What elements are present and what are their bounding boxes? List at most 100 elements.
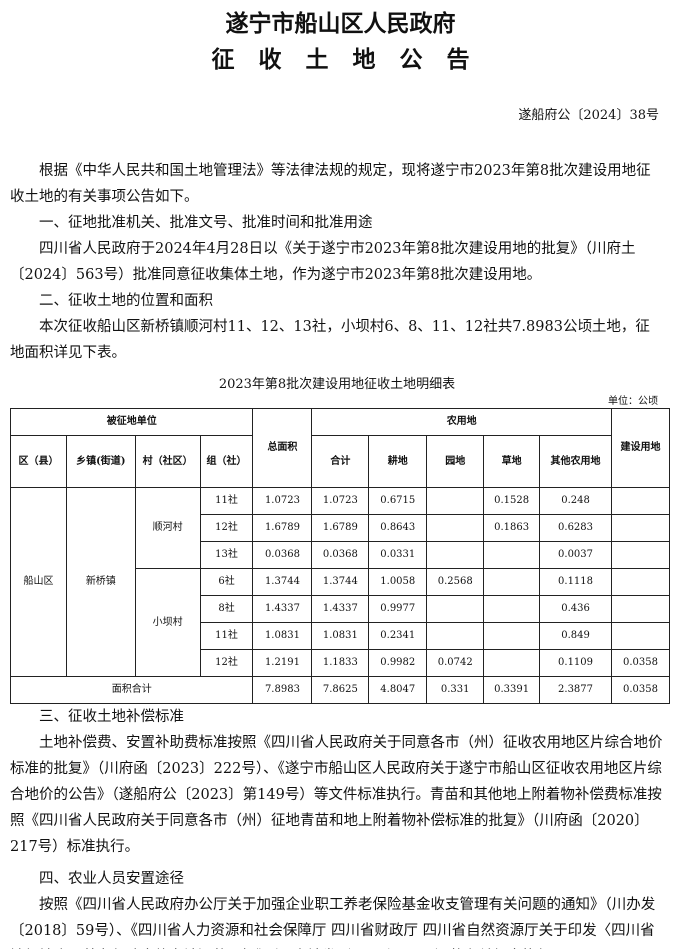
village-cell: 小坝村 <box>134 568 201 677</box>
garden-cell <box>426 514 485 542</box>
total-cell: 1.3744 <box>252 568 313 596</box>
header-unit: 被征地单位 <box>9 408 254 436</box>
garden-cell: 0.2568 <box>426 568 485 596</box>
arable-cell: 1.0058 <box>368 568 428 596</box>
header-total: 总面积 <box>252 408 313 488</box>
totals-sum: 7.8625 <box>311 676 370 704</box>
district-cell: 船山区 <box>10 487 67 677</box>
totals-arable: 4.8047 <box>368 676 428 704</box>
table-row: 8社 1.4337 1.4337 0.9977 0.436 <box>11 595 671 623</box>
sum-cell: 1.1833 <box>311 649 370 677</box>
table-caption: 2023年第8批次建设用地征收土地明细表 <box>218 377 456 392</box>
header-farmland: 农用地 <box>311 408 612 436</box>
group-cell: 11社 <box>199 622 254 650</box>
grass-cell: 0.1528 <box>483 487 541 515</box>
totals-total: 7.8983 <box>252 676 313 704</box>
garden-cell <box>426 595 485 623</box>
section-3-text: 土地补偿费、安置补助费标准按照《四川省人民政府关于同意各市（州）征收农用地区片综… <box>10 735 663 855</box>
sum-cell: 1.6789 <box>311 514 370 542</box>
header-town: 乡镇(街道) <box>65 435 136 488</box>
build-cell <box>610 622 671 650</box>
total-cell: 0.0368 <box>252 541 313 569</box>
grass-cell <box>483 568 541 596</box>
arable-cell: 0.9977 <box>368 595 428 623</box>
garden-cell <box>426 622 485 650</box>
sum-cell: 0.0368 <box>311 541 370 569</box>
other-cell: 0.849 <box>539 622 612 650</box>
table-row: 船山区 新桥镇 顺河村 11社 1.0723 1.0723 0.6715 0.1528 0.24… <box>10 487 671 677</box>
garden-cell: 0.0742 <box>426 649 485 677</box>
other-cell: 0.248 <box>539 487 612 515</box>
table-row: 小坝村 6社 1.3744 1.3744 1.0058 0.2568 0.1118 <box>11 568 671 677</box>
document-title: 征收土地公告 <box>211 46 494 73</box>
arable-cell: 0.9982 <box>368 649 428 677</box>
arable-cell: 0.8643 <box>368 514 428 542</box>
issuing-org: 遂宁市船山区人民政府 <box>225 10 456 37</box>
section-3-heading: 三、征收土地补偿标准 <box>39 709 184 725</box>
grass-cell <box>483 649 541 677</box>
arable-cell: 0.0331 <box>368 541 428 569</box>
grass-cell <box>483 541 541 569</box>
sum-cell: 1.0831 <box>311 622 370 650</box>
other-cell: 0.436 <box>539 595 612 623</box>
build-cell <box>610 568 671 596</box>
header-arable: 耕地 <box>368 435 428 488</box>
other-cell: 0.6283 <box>539 514 612 542</box>
garden-cell <box>426 541 485 569</box>
group-cell: 12社 <box>199 649 254 677</box>
village-cell: 顺河村 <box>134 487 201 569</box>
document-number: 遂船府公〔2024〕38号 <box>518 108 659 123</box>
group-cell: 6社 <box>199 568 254 596</box>
garden-cell <box>426 487 485 515</box>
sum-cell: 1.4337 <box>311 595 370 623</box>
document-body: 根据《中华人民共和国土地管理法》等法律法规的规定，现将遂宁市2023年第8批次建… <box>9 158 671 949</box>
table-row: 12社 1.2191 1.1833 0.9982 0.0742 0.1109 0.0358 <box>11 649 671 677</box>
grass-cell <box>483 622 541 650</box>
section-4-text: 按照《四川省人民政府办公厅关于加强企业职工养老保险基金收支管理有关问题的通知》（… <box>10 897 656 939</box>
other-cell: 0.0037 <box>539 541 612 569</box>
table-unit: 单位：公顷 <box>608 396 658 407</box>
section-2-heading: 二、征收土地的位置和面积 <box>39 293 213 309</box>
header-village: 村（社区） <box>134 435 201 488</box>
group-cell: 13社 <box>199 541 254 569</box>
total-cell: 1.0723 <box>252 487 313 515</box>
total-cell: 1.6789 <box>252 514 313 542</box>
sum-cell: 1.3744 <box>311 568 370 596</box>
total-cell: 1.4337 <box>252 595 313 623</box>
header-other: 其他农用地 <box>539 435 612 488</box>
land-acquisition-table: 被征地单位 总面积 农用地 建设用地 区（县） 乡镇(街道) 村（社区） 组（社… <box>9 408 671 704</box>
header-district: 区（县） <box>10 435 67 488</box>
totals-other: 2.3877 <box>539 676 612 704</box>
build-cell: 0.0358 <box>610 649 671 677</box>
total-cell: 1.0831 <box>252 622 313 650</box>
build-cell <box>610 541 671 569</box>
build-cell <box>610 514 671 542</box>
group-cell: 11社 <box>199 487 254 515</box>
group-cell: 12社 <box>199 514 254 542</box>
section-4-heading: 四、农业人员安置途径 <box>39 871 184 887</box>
town-cell: 新桥镇 <box>65 487 136 677</box>
header-sum: 合计 <box>311 435 370 488</box>
header-group: 组（社） <box>199 435 254 488</box>
grass-cell: 0.1863 <box>483 514 541 542</box>
other-cell: 0.1118 <box>539 568 612 596</box>
totals-label: 面积合计 <box>9 676 254 704</box>
section-1-text: 四川省人民政府于2024年4月28日以《关于遂宁市2023年第8批次建设用地的批… <box>10 241 636 283</box>
arable-cell: 0.2341 <box>368 622 428 650</box>
header-construction: 建设用地 <box>610 408 671 488</box>
totals-grass: 0.3391 <box>483 676 541 704</box>
build-cell <box>610 487 671 515</box>
grass-cell <box>483 595 541 623</box>
intro-paragraph: 根据《中华人民共和国土地管理法》等法律法规的规定，现将遂宁市2023年第8批次建… <box>10 163 651 205</box>
table-row: 12社 1.6789 1.6789 0.8643 0.1863 0.6283 <box>11 514 671 542</box>
total-cell: 1.2191 <box>252 649 313 677</box>
table-row: 11社 1.0831 1.0831 0.2341 0.849 <box>11 622 671 650</box>
section-1-heading: 一、征地批准机关、批准文号、批准时间和批准用途 <box>39 215 373 231</box>
header-grass: 草地 <box>483 435 541 488</box>
totals-garden: 0.331 <box>426 676 485 704</box>
totals-build: 0.0358 <box>610 676 671 704</box>
build-cell <box>610 595 671 623</box>
header-garden: 园地 <box>426 435 485 488</box>
sum-cell: 1.0723 <box>311 487 370 515</box>
